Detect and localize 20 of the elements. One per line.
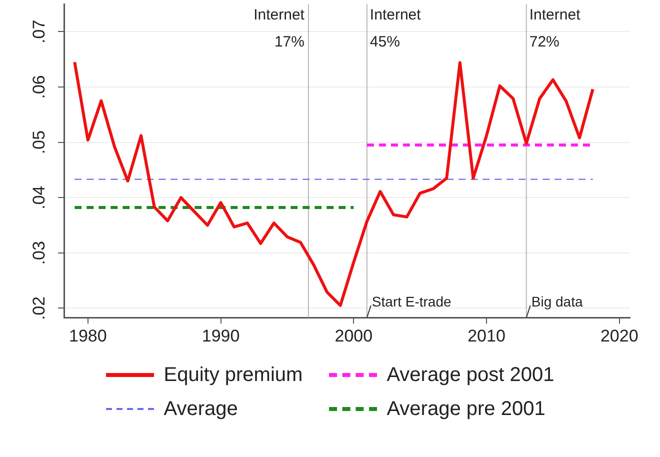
- ref-line-label: Internet 45%: [370, 6, 422, 51]
- y-tick-label: .03: [30, 241, 49, 265]
- y-tick-label: .05: [30, 130, 49, 154]
- ref-line-label: Internet 17%: [254, 6, 306, 51]
- annotation: Big data: [531, 293, 583, 310]
- x-tick-label: 1980: [69, 326, 107, 346]
- x-tick-label: 2020: [600, 326, 638, 346]
- legend-label: Average post 2001: [386, 364, 554, 386]
- x-tick-label: 1990: [202, 326, 240, 346]
- x-tick-label: 2000: [334, 326, 373, 346]
- ref-line-label: Internet 72%: [529, 6, 582, 51]
- y-tick-label: .06: [30, 75, 49, 99]
- x-tick-label: 2010: [468, 326, 506, 346]
- legend-label: Equity premium: [164, 364, 303, 386]
- annotation: Start E-trade: [372, 293, 452, 310]
- y-tick-label: .02: [30, 296, 49, 320]
- y-tick-label: .04: [30, 186, 49, 210]
- y-tick-label: .07: [30, 20, 49, 44]
- legend-label: Average: [164, 398, 238, 420]
- legend-label: Average pre 2001: [386, 398, 546, 420]
